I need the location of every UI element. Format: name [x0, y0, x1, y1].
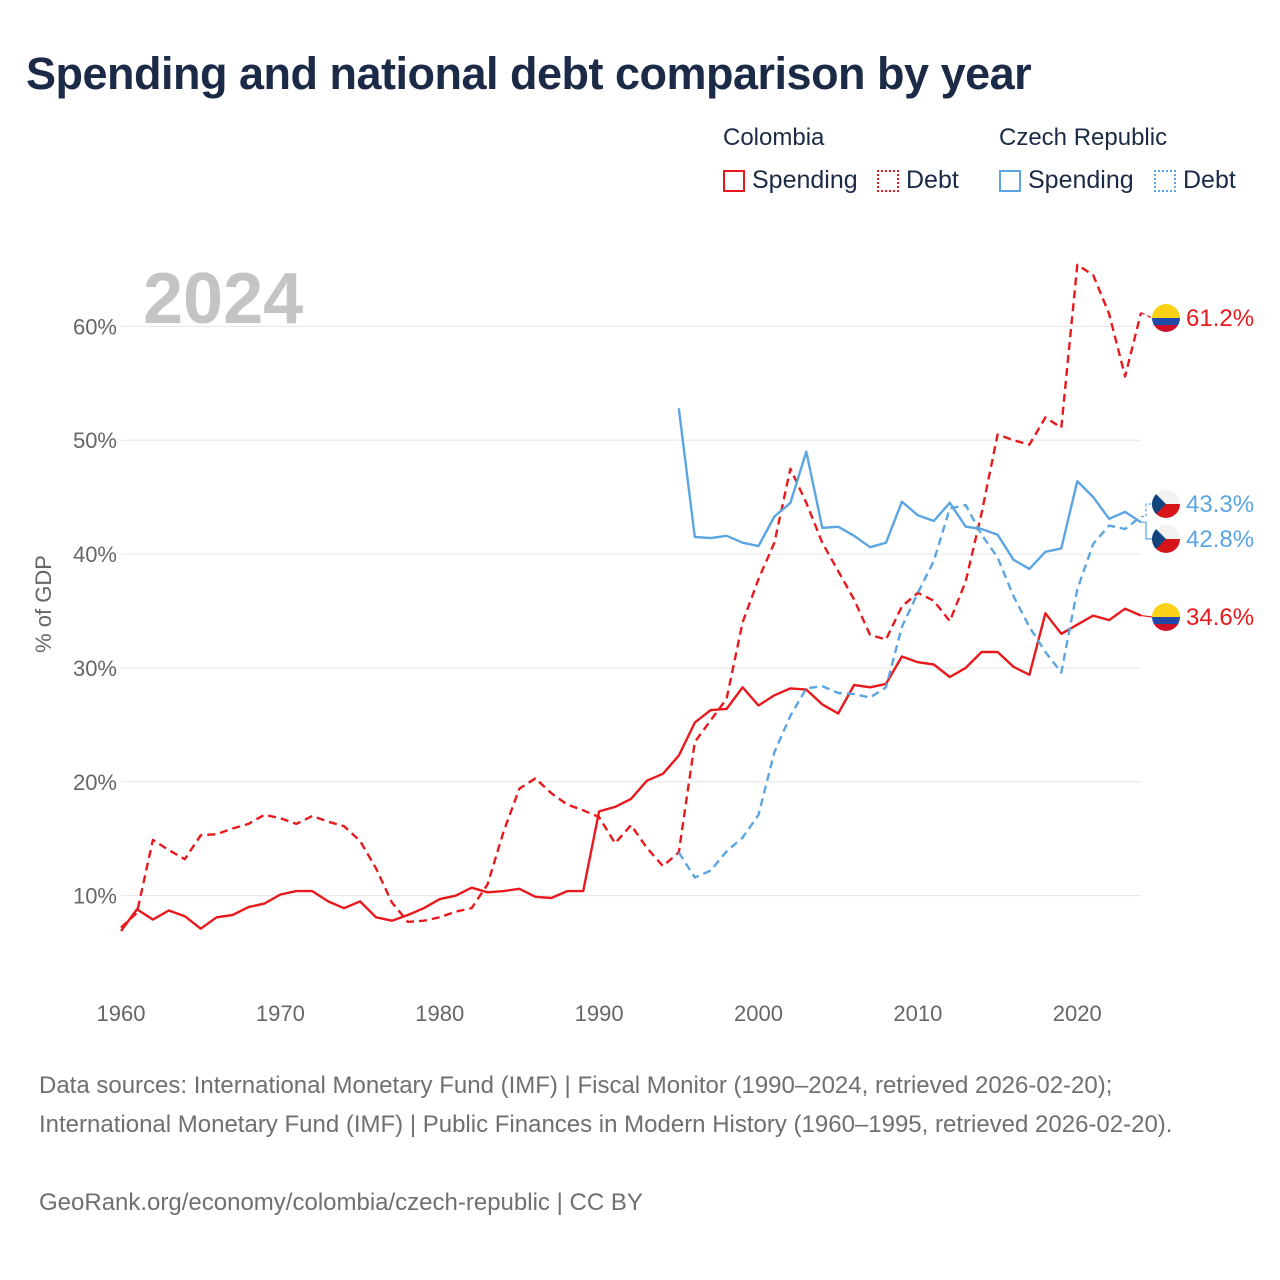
- year-watermark: 2024: [143, 259, 303, 339]
- czech-republic-debt-line[interactable]: [677, 503, 1142, 879]
- source-credit-link[interactable]: GeoRank.org/economy/colombia/czech-repub…: [39, 1189, 643, 1216]
- line-chart: 2024 % of GDP 10% 20% 30% 40% 50% 60% 1960 197…: [31, 259, 1254, 1026]
- x-tick-label: 1990: [575, 1001, 624, 1026]
- label-connector: [1140, 614, 1153, 618]
- x-tick-label: 2020: [1053, 1001, 1102, 1026]
- legend-colombia-debt[interactable]: Debt: [877, 166, 959, 195]
- y-tick-label: 20%: [73, 770, 117, 795]
- label-connector: [1141, 503, 1152, 518]
- end-label-czech-spending: 42.8%: [1186, 526, 1254, 553]
- legend-colombia-spending-label: Spending: [752, 166, 858, 194]
- legend-czech-label: Czech Republic: [999, 124, 1168, 151]
- end-label-czech-debt: 43.3%: [1186, 491, 1254, 518]
- y-tick-label: 40%: [73, 542, 117, 567]
- label-connector: [1140, 312, 1153, 319]
- y-axis-label: % of GDP: [31, 555, 56, 653]
- legend-colombia-debt-label: Debt: [906, 166, 959, 194]
- legend-colombia-spending[interactable]: Spending: [723, 166, 858, 195]
- label-connector: [1141, 521, 1152, 540]
- colombia-flag-icon: [1152, 304, 1180, 332]
- legend-dotted-swatch: [877, 169, 899, 192]
- end-label-colombia-debt: 61.2%: [1186, 305, 1254, 332]
- x-tick-label: 2000: [734, 1001, 783, 1026]
- czech-republic-spending-line[interactable]: [677, 408, 1142, 571]
- chart-title: Spending and national debt comparison by…: [26, 48, 1032, 99]
- y-tick-label: 60%: [73, 314, 117, 339]
- legend-czech-debt[interactable]: Debt: [1154, 166, 1236, 195]
- y-tick-label: 30%: [73, 656, 117, 681]
- czech-flag-icon: [1152, 490, 1180, 518]
- x-tick-label: 1960: [97, 1001, 146, 1026]
- y-tick-label: 50%: [73, 428, 117, 453]
- data-sources: Data sources: International Monetary Fun…: [39, 1072, 1173, 1138]
- colombia-debt-line[interactable]: [120, 263, 1143, 929]
- legend-colombia-label: Colombia: [723, 124, 825, 151]
- x-tick-label: 2010: [893, 1001, 942, 1026]
- legend-czech-debt-label: Debt: [1183, 166, 1236, 194]
- legend-solid-swatch: [999, 169, 1021, 192]
- legend-czech-spending-label: Spending: [1028, 166, 1134, 194]
- colombia-flag-icon: [1152, 603, 1180, 631]
- y-tick-label: 10%: [73, 884, 117, 909]
- end-label-colombia-spending: 34.6%: [1186, 604, 1254, 631]
- x-tick-label: 1980: [415, 1001, 464, 1026]
- legend-czech-spending[interactable]: Spending: [999, 166, 1134, 195]
- x-tick-label: 1970: [256, 1001, 305, 1026]
- czech-flag-icon: [1152, 525, 1180, 553]
- colombia-spending-line[interactable]: [120, 607, 1142, 932]
- legend-dotted-swatch: [1154, 169, 1176, 192]
- legend-solid-swatch: [723, 169, 745, 192]
